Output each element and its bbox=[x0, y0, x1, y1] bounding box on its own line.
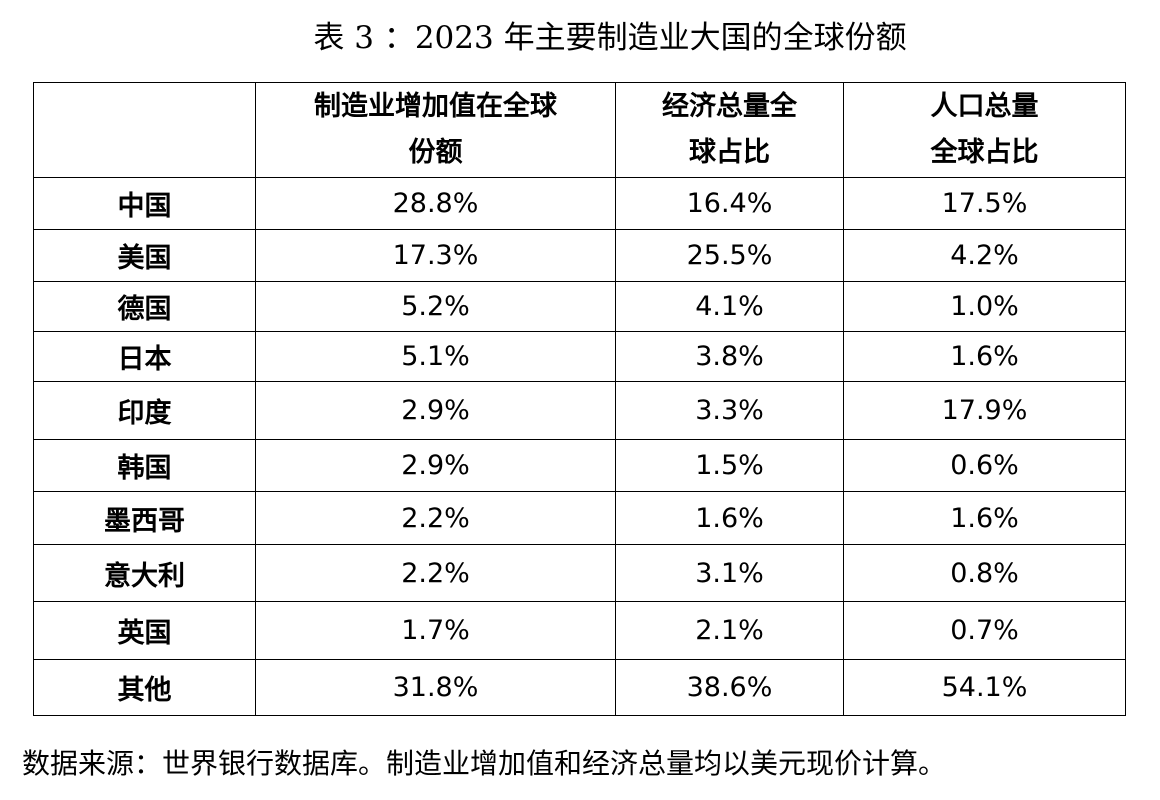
table-cell: 1.6% bbox=[843, 491, 1126, 545]
row-label: 韩国 bbox=[33, 439, 256, 492]
table-cell: 17.9% bbox=[843, 381, 1126, 440]
table-row: 德国 5.2% 4.1% 1.0% bbox=[33, 281, 1126, 332]
table-row: 美国 17.3% 25.5% 4.2% bbox=[33, 229, 1126, 282]
table-cell: 2.2% bbox=[255, 544, 616, 602]
table-cell: 1.5% bbox=[615, 439, 844, 492]
header-line: 球占比 bbox=[689, 137, 770, 168]
table-row: 日本 5.1% 3.8% 1.6% bbox=[33, 331, 1126, 382]
table-cell: 54.1% bbox=[843, 659, 1126, 716]
table-cell: 17.5% bbox=[843, 177, 1126, 230]
header-line: 人口总量 bbox=[930, 91, 1039, 122]
table-cell: 0.8% bbox=[843, 544, 1126, 602]
row-label: 意大利 bbox=[33, 544, 256, 602]
table-cell: 3.8% bbox=[615, 331, 844, 382]
table-cell: 1.7% bbox=[255, 601, 616, 660]
table-row: 其他 31.8% 38.6% 54.1% bbox=[33, 659, 1126, 716]
table-cell: 1.6% bbox=[843, 331, 1126, 382]
row-label: 印度 bbox=[33, 381, 256, 440]
table-cell: 2.2% bbox=[255, 491, 616, 545]
table-cell: 38.6% bbox=[615, 659, 844, 716]
table-row: 墨西哥 2.2% 1.6% 1.6% bbox=[33, 491, 1126, 545]
row-label: 其他 bbox=[33, 659, 256, 716]
table-cell: 31.8% bbox=[255, 659, 616, 716]
table-cell: 5.2% bbox=[255, 281, 616, 332]
header-cell: 制造业增加值在全球 份额 bbox=[255, 82, 616, 178]
table-cell: 3.3% bbox=[615, 381, 844, 440]
table-title: 表 3 ：2023 年主要制造业大国的全球份额 bbox=[313, 20, 907, 56]
header-line: 份额 bbox=[408, 137, 463, 168]
table-cell: 2.9% bbox=[255, 381, 616, 440]
table-row: 韩国 2.9% 1.5% 0.6% bbox=[33, 439, 1126, 492]
header-line: 经济总量全 bbox=[662, 91, 797, 122]
header-cell: 经济总量全 球占比 bbox=[615, 82, 844, 178]
row-label: 英国 bbox=[33, 601, 256, 660]
row-label: 墨西哥 bbox=[33, 491, 256, 545]
table-cell: 28.8% bbox=[255, 177, 616, 230]
header-line: 全球占比 bbox=[930, 137, 1039, 168]
table-cell: 1.6% bbox=[615, 491, 844, 545]
table-cell: 3.1% bbox=[615, 544, 844, 602]
table-cell: 2.9% bbox=[255, 439, 616, 492]
header-row: 制造业增加值在全球 份额 经济总量全 球占比 人口总量 全球占比 bbox=[33, 82, 1126, 178]
table-cell: 16.4% bbox=[615, 177, 844, 230]
row-label: 德国 bbox=[33, 281, 256, 332]
row-label: 中国 bbox=[33, 177, 256, 230]
table-row: 印度 2.9% 3.3% 17.9% bbox=[33, 381, 1126, 440]
table-cell: 17.3% bbox=[255, 229, 616, 282]
table-cell: 2.1% bbox=[615, 601, 844, 660]
table-cell: 0.6% bbox=[843, 439, 1126, 492]
table-row: 中国 28.8% 16.4% 17.5% bbox=[33, 177, 1126, 230]
header-line: 制造业增加值在全球 bbox=[314, 91, 557, 122]
table-cell: 25.5% bbox=[615, 229, 844, 282]
table-cell: 0.7% bbox=[843, 601, 1126, 660]
data-table: 制造业增加值在全球 份额 经济总量全 球占比 人口总量 全球占比 中国 28.8% 16.4%… bbox=[33, 82, 1126, 716]
table-cell: 4.1% bbox=[615, 281, 844, 332]
row-label: 美国 bbox=[33, 229, 256, 282]
table-cell: 4.2% bbox=[843, 229, 1126, 282]
row-label: 日本 bbox=[33, 331, 256, 382]
header-cell bbox=[33, 82, 256, 178]
table-row: 意大利 2.2% 3.1% 0.8% bbox=[33, 544, 1126, 602]
header-cell: 人口总量 全球占比 bbox=[843, 82, 1126, 178]
source-note: 数据来源：世界银行数据库。制造业增加值和经济总量均以美元现价计算。 bbox=[22, 747, 947, 780]
table-cell: 1.0% bbox=[843, 281, 1126, 332]
table-row: 英国 1.7% 2.1% 0.7% bbox=[33, 601, 1126, 660]
table-cell: 5.1% bbox=[255, 331, 616, 382]
